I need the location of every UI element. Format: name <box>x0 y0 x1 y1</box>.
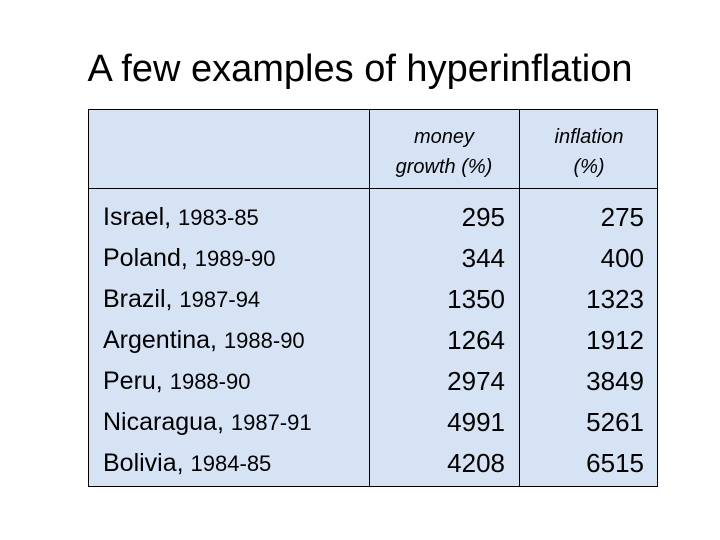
country-name: Nicaragua, <box>103 408 224 436</box>
table-row: Peru, 1988-90 2974 3849 <box>89 361 657 402</box>
table-row: Nicaragua, 1987-91 4991 5261 <box>89 402 657 443</box>
country-name: Argentina, <box>103 326 217 354</box>
money-growth-cell: 344 <box>461 243 505 273</box>
inflation-cell: 3849 <box>586 366 644 396</box>
inflation-cell: 6515 <box>586 448 644 478</box>
table-row: Bolivia, 1984-85 4208 6515 <box>89 443 657 484</box>
money-growth-cell: 4208 <box>447 448 505 478</box>
money-growth-header-line2: growth (%) <box>395 156 493 178</box>
inflation-header: inflation (%) <box>519 122 659 182</box>
hyperinflation-table: money growth (%) inflation (%) Israel, 1… <box>88 109 658 487</box>
country-cell: Israel, 1983-85 <box>103 197 259 238</box>
country-name: Peru, <box>103 367 163 395</box>
money-growth-cell: 1350 <box>447 284 505 314</box>
table-row: Brazil, 1987-94 1350 1323 <box>89 279 657 320</box>
country-years: 1987-91 <box>230 410 312 435</box>
country-years: 1988-90 <box>223 328 305 353</box>
money-growth-cell: 295 <box>461 202 505 232</box>
money-growth-header: money growth (%) <box>369 122 519 182</box>
country-name: Poland, <box>103 244 188 272</box>
country-cell: Bolivia, 1984-85 <box>103 443 271 484</box>
country-years: 1984-85 <box>190 451 272 476</box>
inflation-cell: 400 <box>600 243 644 273</box>
country-years: 1989-90 <box>194 246 276 271</box>
country-years: 1987-94 <box>179 287 261 312</box>
inflation-cell: 1912 <box>586 325 644 355</box>
country-cell: Argentina, 1988-90 <box>103 320 305 361</box>
country-cell: Brazil, 1987-94 <box>103 279 260 320</box>
country-name: Israel, <box>103 203 172 231</box>
column-divider <box>369 110 370 486</box>
table-row: Argentina, 1988-90 1264 1912 <box>89 320 657 361</box>
money-growth-cell: 4991 <box>447 407 505 437</box>
column-divider <box>519 110 520 486</box>
inflation-cell: 275 <box>600 202 644 232</box>
table-header-row: money growth (%) inflation (%) <box>89 110 657 189</box>
inflation-header-line2: (%) <box>573 156 605 178</box>
slide-title: A few examples of hyperinflation <box>87 48 633 90</box>
country-name: Brazil, <box>103 285 173 313</box>
country-years: 1983-85 <box>178 205 259 230</box>
table-body: Israel, 1983-85 295 275 Poland, 1989-90 … <box>89 197 657 484</box>
table-row: Poland, 1989-90 344 400 <box>89 238 657 279</box>
country-cell: Peru, 1988-90 <box>103 361 250 402</box>
inflation-cell: 5261 <box>586 407 644 437</box>
money-growth-cell: 1264 <box>447 325 505 355</box>
inflation-header-line1: inflation <box>554 126 624 148</box>
country-cell: Nicaragua, 1987-91 <box>103 402 312 443</box>
country-years: 1988-90 <box>169 369 251 394</box>
inflation-cell: 1323 <box>586 284 644 314</box>
table-row: Israel, 1983-85 295 275 <box>89 197 657 238</box>
money-growth-header-line1: money <box>413 126 475 148</box>
country-cell: Poland, 1989-90 <box>103 238 276 279</box>
money-growth-cell: 2974 <box>447 366 505 396</box>
country-name: Bolivia, <box>103 449 184 477</box>
